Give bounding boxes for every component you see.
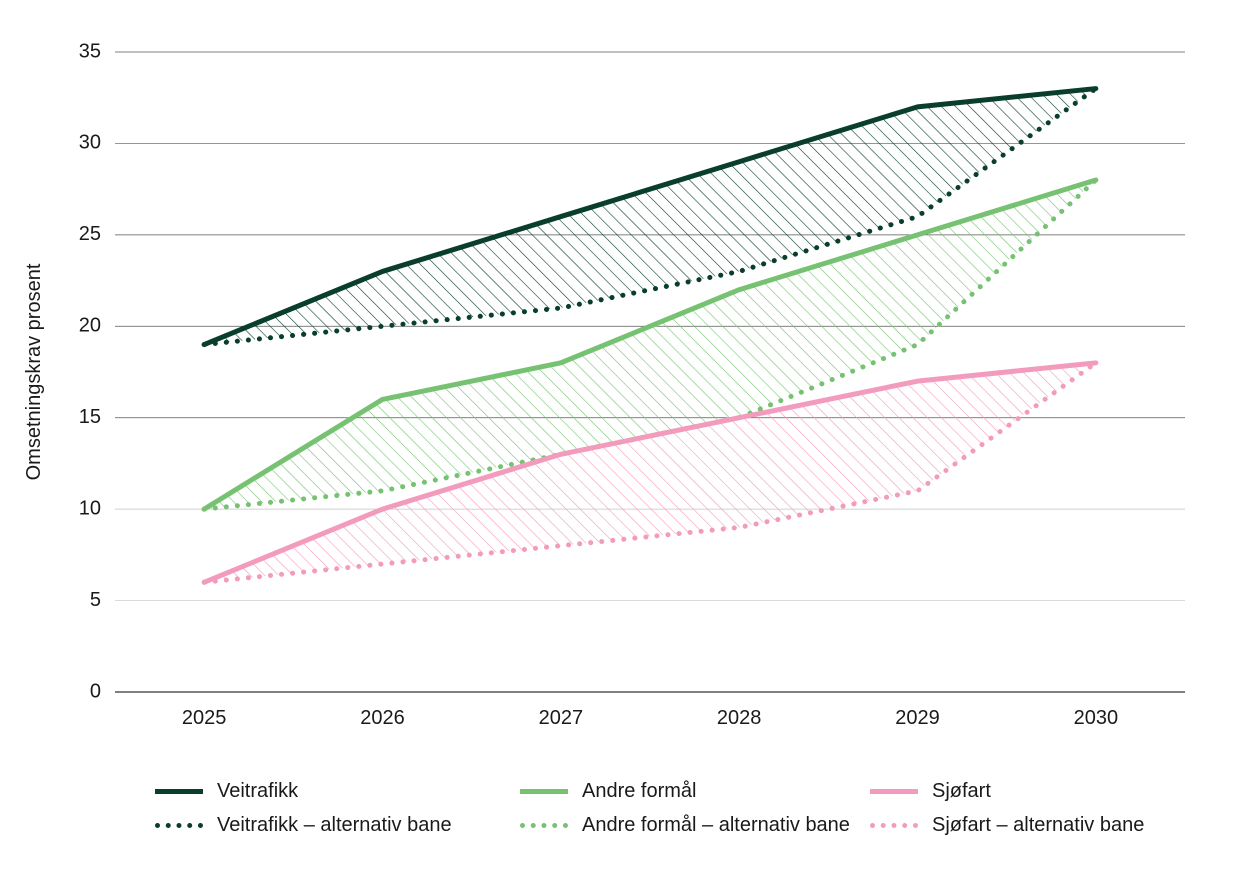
chart-container: 05101520253035Omsetningskrav prosent2025…	[0, 0, 1241, 871]
x-tick-label: 2028	[717, 707, 762, 729]
legend-swatch	[520, 789, 568, 794]
legend-label: Andre formål – alternativ bane	[582, 814, 850, 837]
legend-item: Veitrafikk – alternativ bane	[155, 814, 452, 837]
chart-svg: 05101520253035Omsetningskrav prosent2025…	[0, 0, 1241, 871]
y-tick-label: 30	[79, 132, 101, 154]
legend-swatch	[520, 823, 568, 828]
legend-label: Veitrafikk	[217, 780, 298, 803]
y-tick-label: 0	[90, 680, 101, 702]
x-tick-label: 2029	[895, 707, 940, 729]
y-axis-label: Omsetningskrav prosent	[23, 263, 45, 480]
legend-swatch	[155, 789, 203, 794]
legend-item: Veitrafikk	[155, 780, 298, 803]
legend-label: Andre formål	[582, 780, 697, 803]
y-tick-label: 15	[79, 406, 101, 428]
hatched-area	[204, 89, 1096, 345]
y-tick-label: 25	[79, 223, 101, 245]
legend-item: Sjøfart – alternativ bane	[870, 814, 1144, 837]
legend-label: Sjøfart – alternativ bane	[932, 814, 1144, 837]
y-tick-label: 35	[79, 40, 101, 62]
x-tick-label: 2026	[360, 707, 405, 729]
legend-item: Sjøfart	[870, 780, 991, 803]
legend-swatch	[155, 823, 203, 828]
legend-swatch	[870, 789, 918, 794]
y-tick-label: 5	[90, 589, 101, 611]
legend-item: Andre formål – alternativ bane	[520, 814, 850, 837]
x-tick-label: 2030	[1074, 707, 1119, 729]
x-tick-label: 2025	[182, 707, 227, 729]
y-tick-label: 20	[79, 315, 101, 337]
x-tick-label: 2027	[539, 707, 584, 729]
legend-label: Sjøfart	[932, 780, 991, 803]
legend-swatch	[870, 823, 918, 828]
legend-label: Veitrafikk – alternativ bane	[217, 814, 452, 837]
y-tick-label: 10	[79, 497, 101, 519]
legend-item: Andre formål	[520, 780, 697, 803]
